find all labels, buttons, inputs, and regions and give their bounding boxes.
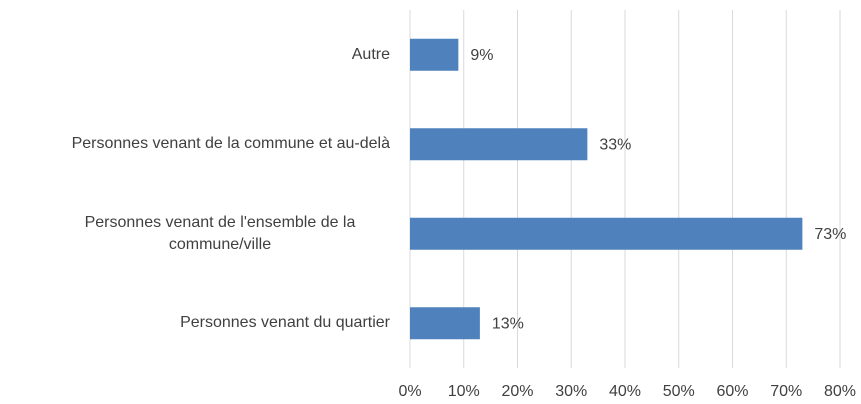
bar bbox=[410, 128, 588, 161]
y-tick-label-box: Personnes venant de la commune et au-del… bbox=[30, 133, 390, 155]
y-tick-label: Personnes venant de l'ensemble de la com… bbox=[84, 213, 356, 253]
x-tick-label: 10% bbox=[448, 383, 480, 400]
x-tick-label: 0% bbox=[398, 383, 421, 400]
data-label: 9% bbox=[470, 47, 493, 64]
x-tick-label: 40% bbox=[609, 383, 641, 400]
data-label: 73% bbox=[814, 226, 846, 243]
bar bbox=[410, 217, 803, 250]
y-tick-label-box: Personnes venant du quartier bbox=[30, 312, 390, 334]
x-tick-label: 50% bbox=[663, 383, 695, 400]
x-tick-label: 60% bbox=[716, 383, 748, 400]
x-tick-label: 70% bbox=[770, 383, 802, 400]
data-label: 33% bbox=[599, 136, 631, 153]
data-label: 13% bbox=[492, 315, 524, 332]
y-tick-label: Autre bbox=[351, 45, 390, 63]
y-tick-label-box: Autre bbox=[30, 44, 390, 66]
y-tick-label-box: Personnes venant de l'ensemble de la com… bbox=[30, 212, 390, 256]
x-tick-label: 30% bbox=[555, 383, 587, 400]
bar bbox=[410, 307, 480, 340]
y-tick-label: Personnes venant du quartier bbox=[180, 314, 390, 332]
y-tick-label: Personnes venant de la commune et au-del… bbox=[71, 135, 390, 153]
x-tick-label: 80% bbox=[824, 383, 856, 400]
bar bbox=[410, 38, 459, 71]
x-tick-label: 20% bbox=[501, 383, 533, 400]
